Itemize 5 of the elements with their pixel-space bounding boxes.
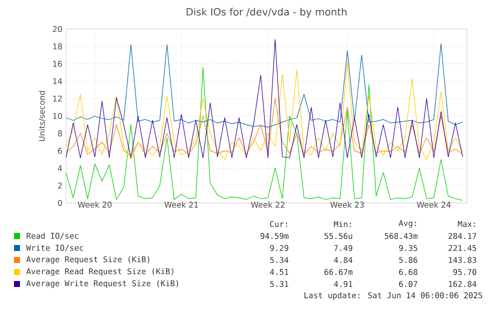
line-series xyxy=(66,98,463,156)
line-series xyxy=(66,60,463,160)
line-series xyxy=(66,39,463,158)
chart-title: Disk IOs for /dev/vda - by month xyxy=(186,8,346,18)
line-series xyxy=(66,66,463,201)
